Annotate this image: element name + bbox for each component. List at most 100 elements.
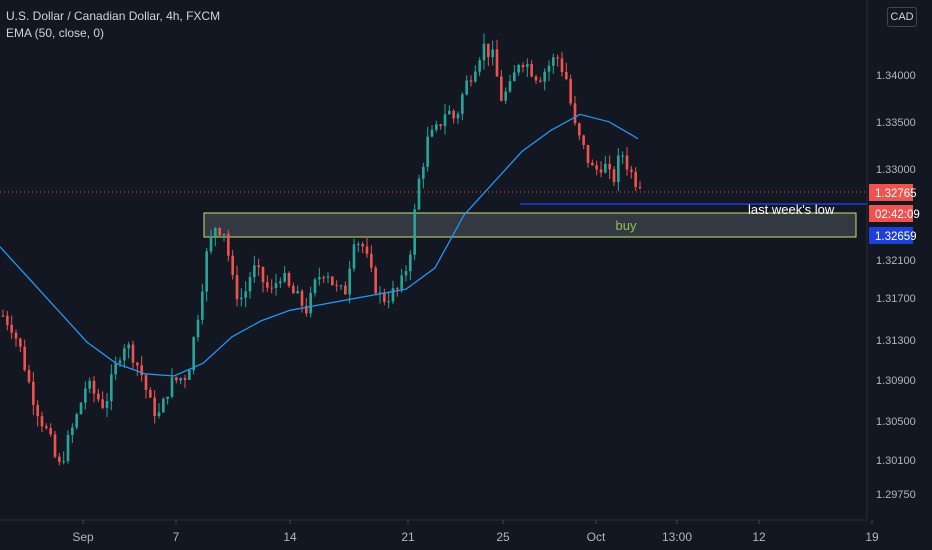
candle-body [400,275,403,290]
candle-body [452,110,455,119]
candle-body [313,279,317,294]
price-axis[interactable]: 1.34000 1.33500 1.33000 1.32100 1.31700 1.313… [876,70,916,501]
candle-body [612,169,616,182]
price-tick-label: 1.34000 [876,70,916,82]
candle-body [495,49,499,77]
candle-body [374,267,377,294]
candle-body [638,186,642,188]
candle-body [283,273,286,282]
candle-body [361,243,364,247]
candle-body [105,401,109,408]
candle-body [560,58,564,72]
candle-body [383,292,386,302]
candle-body [422,166,425,179]
time-tick-label: 19 [865,530,879,544]
price-tick-label: 1.30900 [876,375,916,387]
last-price-value: 1.32765 [875,188,917,200]
ema-line [0,113,639,377]
time-axis[interactable]: Sep 7 14 21 25 Oct 13:00 12 19 [72,520,879,544]
candle-body [188,370,191,380]
time-tick-label: 12 [752,530,766,544]
candle-body [23,346,26,371]
candle-body [32,381,35,405]
countdown-value: 02:42:09 [875,209,920,221]
candle-body [71,427,74,436]
candle-body [27,370,31,382]
countdown-tag-bg [869,205,913,222]
candle-body [253,265,256,278]
candle-body [526,64,529,68]
candle-body [214,227,217,237]
candle-body [487,43,490,58]
candle-body [378,292,382,294]
candle-body [552,57,555,66]
candle-body [357,243,360,245]
candle-body [92,380,96,394]
candle-body [591,162,594,166]
candle-body [166,396,169,399]
candle-body [97,393,100,400]
candle-body [352,244,356,269]
candle-body [504,91,507,101]
candle-body [235,275,239,300]
candle-body [634,171,637,187]
candle-body [101,399,104,408]
candle-body [10,324,13,333]
candle-body [244,291,247,298]
candle-body [40,416,44,427]
candle-body [66,435,70,462]
candle-body [465,80,468,95]
symbol-title: U.S. Dollar / Canadian Dollar, 4h, FXCM [6,9,221,23]
currency-button[interactable]: CAD [887,7,917,27]
candle-body [205,251,208,292]
candle-body [292,285,295,294]
candle-body [556,57,559,59]
candle-body [426,136,429,167]
low-price-tag: 1.32659 [869,227,917,244]
time-tick-label: 7 [173,530,180,544]
candle-body [539,80,542,82]
candle-body [300,291,304,306]
candle-body [586,144,590,163]
candle-body [227,233,230,256]
time-tick-label: 14 [283,530,297,544]
candle-body [573,103,577,124]
candle-body [270,287,273,289]
candle-body [339,285,343,287]
candle-body [149,389,152,398]
candle-body [413,209,416,255]
low-price-value: 1.32659 [875,231,917,243]
candle-body [261,266,265,283]
candle-body [391,288,395,302]
candle-body [170,377,174,397]
candle-body [123,348,126,361]
candle-body [530,64,533,77]
candle-body [335,285,338,287]
candle-body [153,397,156,417]
candle-body [604,163,607,173]
buy-zone-rect[interactable] [203,212,857,238]
buy-zone[interactable]: buy [203,212,857,238]
candle-body [404,271,408,276]
time-tick-label: Sep [72,530,94,544]
indicator-label: EMA (50, close, 0) [6,26,105,40]
candle-body [534,76,538,81]
last-week-low-line[interactable]: last week's low [520,202,867,217]
last-price-tag: 1.32765 02:42:09 [869,184,920,222]
candle-body [45,426,48,428]
buy-zone-label: buy [616,218,637,233]
candle-body [305,305,308,314]
candle-body [439,124,442,126]
candle-body [517,64,520,73]
candle-body [435,124,438,130]
low-price-tag-bg [869,227,913,244]
candle-body [513,72,516,82]
candle-body [387,301,390,303]
candle-body [582,135,585,145]
candle-body [127,344,130,349]
candle-body [222,233,226,236]
candle-body [201,291,204,320]
candle-body [19,338,22,347]
candle-body [621,155,624,157]
